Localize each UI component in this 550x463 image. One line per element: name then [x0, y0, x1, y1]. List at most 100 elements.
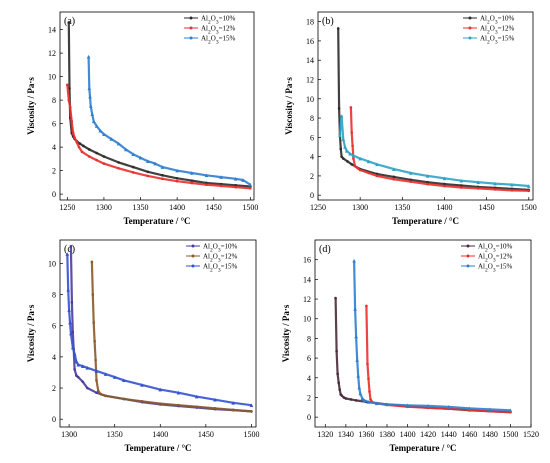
data-point — [355, 358, 359, 362]
panel-label: (c) — [64, 244, 75, 255]
data-point — [66, 83, 69, 87]
data-point — [190, 181, 194, 185]
data-point — [426, 182, 429, 186]
data-point — [98, 128, 103, 133]
data-point — [349, 398, 353, 401]
x-tick-label: 1500 — [242, 203, 258, 212]
y-tick-label: 8 — [52, 96, 56, 105]
y-tick-label: 10 — [48, 73, 56, 82]
data-point — [190, 179, 194, 182]
data-point — [69, 244, 73, 248]
y-tick-label: 12 — [48, 49, 56, 58]
data-point — [96, 389, 100, 393]
y-tick-label: 0 — [52, 415, 56, 424]
data-point — [68, 105, 72, 109]
y-tick-label: 2 — [310, 172, 314, 181]
legend-marker — [466, 264, 470, 268]
data-point — [249, 403, 254, 407]
data-point — [71, 131, 75, 135]
data-point — [493, 188, 497, 191]
data-point — [351, 144, 354, 148]
data-point — [146, 170, 150, 174]
data-point — [90, 112, 95, 117]
data-point — [339, 114, 344, 118]
data-point — [74, 359, 79, 364]
data-point — [344, 149, 349, 153]
data-point — [146, 159, 150, 164]
legend-label: Al2O3=10% — [478, 243, 513, 254]
y-tick-label: 10 — [306, 95, 314, 104]
data-point — [426, 180, 429, 184]
data-point — [104, 394, 107, 398]
panel-label: (b) — [322, 16, 334, 27]
legend-marker — [191, 244, 195, 248]
data-point — [76, 362, 81, 367]
data-point — [86, 386, 89, 390]
data-point — [177, 403, 180, 407]
y-tick-label: 16 — [303, 256, 311, 265]
data-point — [392, 175, 396, 179]
data-point — [88, 104, 93, 108]
legend-label: Al2O3=15% — [478, 263, 513, 274]
y-tick-label: 8 — [52, 291, 56, 300]
data-point — [354, 399, 358, 402]
legend: Al2O3=10%Al2O3=12%Al2O3=15% — [463, 15, 515, 46]
legend-marker — [191, 264, 195, 268]
data-point — [80, 364, 85, 369]
data-point — [102, 155, 106, 158]
data-point — [70, 301, 74, 304]
x-tick-label: 1250 — [310, 203, 326, 212]
data-point — [112, 375, 117, 379]
x-tick-label: 1450 — [198, 430, 214, 439]
x-tick-label: 1400 — [152, 430, 168, 439]
y-axis-title: Viscosity / Pa·s — [26, 77, 36, 135]
legend-marker — [466, 254, 470, 258]
data-point — [510, 189, 514, 192]
data-point — [340, 394, 344, 397]
series-2 — [86, 54, 253, 187]
y-tick-label: 4 — [52, 353, 56, 362]
data-point — [367, 377, 370, 381]
data-point — [343, 145, 347, 149]
x-tick-label: 1520 — [523, 430, 539, 439]
panel-label: (d) — [319, 244, 331, 255]
data-point — [341, 157, 345, 160]
legend-marker — [189, 26, 193, 30]
data-point — [510, 182, 514, 187]
data-point — [95, 391, 98, 395]
y-tick-label: 6 — [307, 354, 311, 363]
legend-label: Al2O3=12% — [201, 25, 236, 36]
y-tick-label: 6 — [310, 133, 314, 142]
data-point — [122, 378, 126, 383]
series-line — [66, 253, 252, 407]
series-2 — [65, 252, 254, 407]
series-line — [353, 260, 511, 412]
y-tick-label: 2 — [52, 384, 56, 393]
data-point — [82, 144, 85, 148]
data-point — [342, 396, 346, 399]
data-point — [334, 296, 337, 300]
data-point — [426, 404, 430, 408]
data-point — [338, 133, 342, 138]
y-tick-label: 14 — [303, 275, 311, 284]
series-1 — [365, 304, 512, 414]
data-point — [140, 399, 144, 403]
legend: Al2O3=10%Al2O3=12%Al2O3=15% — [461, 243, 513, 274]
y-axis-title: Viscosity / Pa·s — [284, 77, 294, 135]
data-point — [204, 173, 209, 178]
data-point — [367, 171, 370, 175]
data-point — [160, 165, 165, 169]
data-point — [346, 160, 349, 163]
x-tick-label: 1500 — [502, 430, 518, 439]
data-point — [350, 131, 354, 134]
x-tick-label: 1450 — [206, 203, 222, 212]
legend-label: Al2O3=15% — [201, 35, 236, 46]
data-point — [248, 182, 253, 187]
x-tick-label: 1340 — [338, 430, 354, 439]
y-tick-label: 14 — [48, 26, 56, 35]
data-point — [249, 186, 252, 190]
data-point — [392, 177, 396, 181]
data-point — [161, 174, 164, 177]
chart-panel-2: 1300 1350 1400 1450 1500 0 2 4 6 8 10 Temperature /… — [26, 239, 259, 453]
data-point — [460, 184, 463, 187]
